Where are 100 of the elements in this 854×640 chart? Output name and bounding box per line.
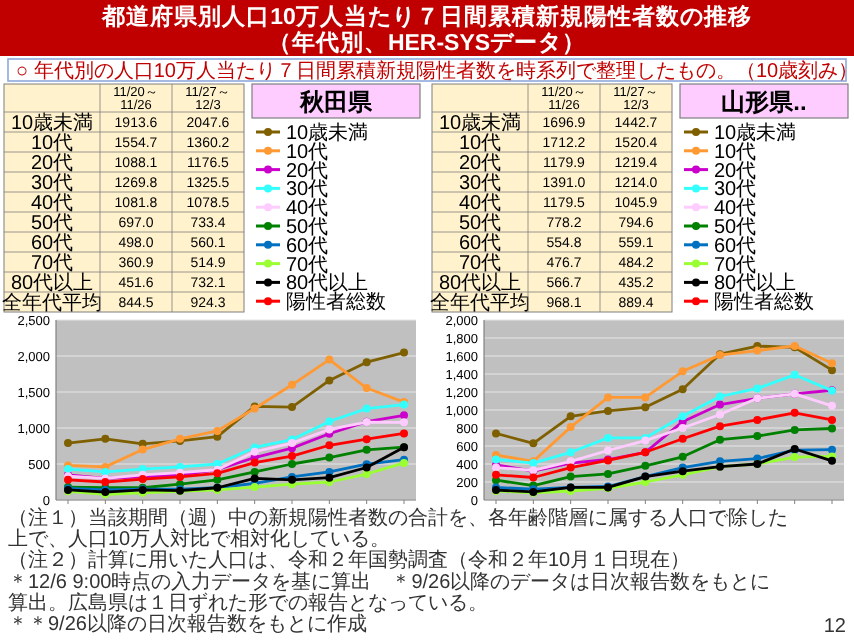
point [325,453,334,462]
legend-label: 陽性者総数 [286,290,386,315]
legend-label: 50代 [286,217,329,239]
point [716,400,724,409]
text: 30代 [458,173,502,195]
text: ＊12/6 9:00時点の入力データを基に算出 ＊9/26以降のデータは日次報告数をもとに算出。広島県は１日ずれた形での報告となっている。 [8,569,771,615]
point [492,429,500,438]
point [828,445,836,454]
point [400,418,408,427]
text: （注２）計算に用いた人口は、令和２年国勢調査（令和２年10月１日現在） [8,548,691,573]
point [362,358,371,367]
legend-label: 60代 [286,235,329,258]
point [678,367,687,376]
text: 10歳未満 [10,111,94,135]
text: 40代 [30,193,74,215]
point [604,393,612,402]
point [753,415,762,424]
text: 10歳未満 [438,111,522,135]
point [138,445,147,454]
text: （年代別、HER-SYSデータ） [267,28,587,56]
text: 都道府県別人口10万人当たり７日間累積新規陽性者数の推移 [100,2,752,30]
point [325,417,334,426]
point [828,401,836,410]
point [566,423,575,432]
text: 10代 [458,133,502,155]
point [790,370,799,379]
point [566,448,575,457]
text: 70代 [30,253,74,275]
point [678,412,687,421]
point [325,355,334,364]
legend-label: 60代 [714,235,757,258]
point [250,467,259,476]
text: ＊＊9/26以降の日次報告数をもとに作成 [8,612,367,636]
point [678,424,687,432]
point [400,429,408,438]
point [828,359,836,368]
point [288,452,296,461]
legend-label: 50代 [714,217,757,239]
text: 全年代平均 [2,291,102,315]
legend-label: 陽性者総数 [714,290,814,315]
text: 20代 [458,153,502,175]
legend-label: 70代 [714,254,757,277]
point [604,469,612,478]
point [362,384,371,393]
text: 80代以上 [10,271,94,295]
legend-label: 10代 [714,141,757,164]
point [604,433,612,442]
text: 30代 [30,173,74,195]
point [213,426,222,435]
point [213,475,222,484]
point [250,474,259,483]
point [753,384,762,393]
text: 12 [823,616,847,638]
point [641,461,650,470]
point [641,393,650,402]
chart-title: 山形県.. [721,88,807,116]
text: 60代 [458,233,502,255]
point [678,434,687,443]
point [288,380,296,389]
text: 20代 [30,153,74,175]
point [529,473,538,482]
text: 40代 [458,193,502,215]
point [64,439,72,448]
point [362,435,371,444]
chart-title: 秋田県 [298,88,374,116]
point [716,435,724,444]
point [790,453,799,462]
point [362,470,371,479]
point [288,403,296,412]
text: 10代 [30,133,74,155]
text: 全年代平均 [430,291,530,315]
point [566,412,575,421]
legend-label: 20代 [714,160,757,183]
point [325,441,334,450]
point [400,411,408,420]
point [678,385,687,394]
point [716,392,724,401]
legend-label: 10代 [286,141,329,164]
point [492,455,500,464]
text: ○ 年代別の人口10万人当たり７日間累積新規陽性者数を時系列で整理したもの。（10歳刻み） [16,59,854,83]
point [529,439,538,448]
point [362,445,371,454]
point [604,446,612,455]
point [828,415,836,424]
point [753,432,762,441]
point [325,376,334,385]
legend-label: 10歳未満 [714,121,797,145]
point [101,467,110,476]
text: 50代 [30,213,74,235]
point [400,348,408,357]
text: 60代 [30,233,74,255]
point [641,403,650,412]
point [604,406,612,415]
legend-label: 20代 [286,160,329,183]
point [492,470,500,479]
point [828,424,836,433]
text: 80代以上 [438,271,522,295]
point [101,434,110,443]
point [250,458,259,467]
point [362,404,371,413]
